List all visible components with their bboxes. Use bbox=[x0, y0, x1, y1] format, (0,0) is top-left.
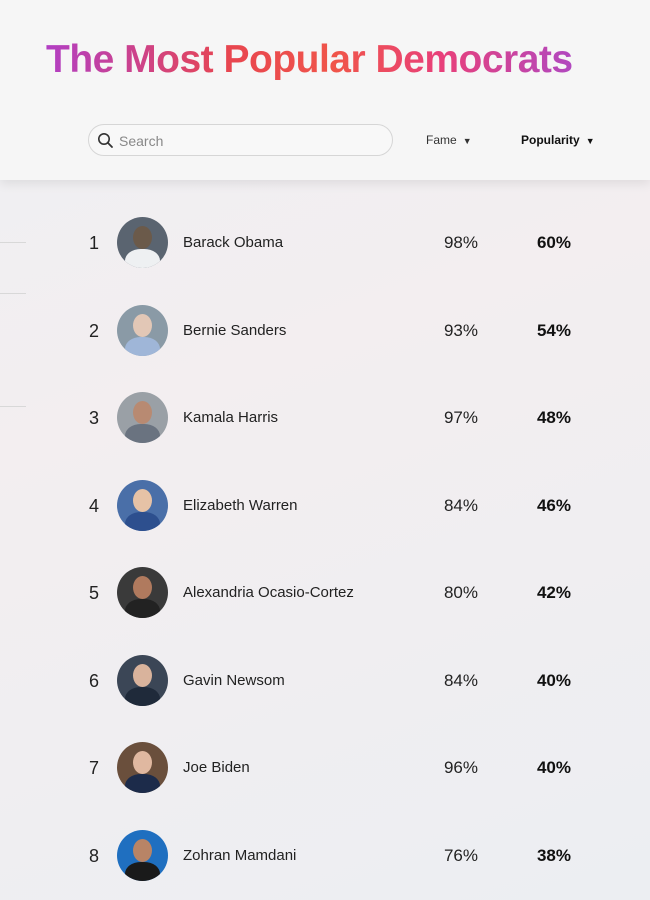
rank: 6 bbox=[88, 670, 99, 691]
fame-value: 84% bbox=[443, 670, 478, 690]
table-row[interactable]: 6 Gavin Newsom 84% 40% bbox=[0, 654, 650, 707]
page-title: The Most Popular Democrats bbox=[46, 38, 573, 81]
popularity-value: 40% bbox=[536, 758, 571, 777]
search-box[interactable] bbox=[88, 124, 393, 156]
avatar bbox=[117, 217, 168, 268]
table-row[interactable]: 1 Barack Obama 98% 60% bbox=[0, 217, 650, 269]
sort-popularity-dropdown[interactable]: Popularity ▼ bbox=[521, 133, 595, 147]
person-name[interactable]: Joe Biden bbox=[183, 759, 250, 776]
caret-down-icon: ▼ bbox=[462, 136, 472, 146]
rank: 3 bbox=[88, 408, 99, 428]
search-icon bbox=[98, 133, 113, 148]
rank: 5 bbox=[88, 583, 99, 603]
avatar bbox=[117, 742, 168, 793]
header: The Most Popular Democrats Fame ▼ Popular… bbox=[0, 0, 650, 180]
fame-value: 93% bbox=[443, 320, 478, 340]
fame-value: 76% bbox=[443, 845, 478, 865]
fame-value: 96% bbox=[443, 758, 478, 777]
person-name[interactable]: Bernie Sanders bbox=[183, 321, 287, 339]
table-row[interactable]: 7 Joe Biden 96% 40% bbox=[0, 742, 650, 794]
popularity-value: 40% bbox=[536, 670, 571, 690]
popularity-value: 46% bbox=[536, 495, 571, 515]
person-name[interactable]: Barack Obama bbox=[183, 234, 284, 251]
person-name[interactable]: Alexandria Ocasio-Cortez bbox=[183, 584, 354, 601]
search-input[interactable] bbox=[117, 130, 381, 152]
table-row[interactable]: 8 Zohran Mamdani 76% 38% bbox=[0, 829, 650, 882]
popularity-value: 60% bbox=[536, 233, 571, 252]
popularity-value: 54% bbox=[536, 320, 571, 340]
sort-fame-label: Fame bbox=[426, 133, 457, 147]
person-name[interactable]: Elizabeth Warren bbox=[183, 496, 298, 514]
avatar bbox=[117, 304, 168, 356]
popularity-value: 48% bbox=[536, 408, 571, 427]
fame-value: 80% bbox=[443, 583, 478, 602]
popularity-value: 38% bbox=[536, 845, 571, 865]
avatar bbox=[117, 654, 168, 706]
fame-value: 84% bbox=[443, 495, 478, 515]
sort-popularity-label: Popularity bbox=[521, 133, 580, 147]
caret-down-icon: ▼ bbox=[585, 136, 595, 146]
fame-value: 98% bbox=[443, 233, 478, 252]
rank: 1 bbox=[88, 233, 99, 253]
sort-fame-dropdown[interactable]: Fame ▼ bbox=[426, 133, 472, 147]
person-name[interactable]: Kamala Harris bbox=[183, 409, 279, 426]
divider bbox=[0, 406, 26, 407]
divider bbox=[0, 242, 26, 243]
fame-value: 97% bbox=[443, 408, 478, 427]
rank: 7 bbox=[88, 758, 99, 778]
divider bbox=[0, 293, 26, 294]
rank: 8 bbox=[88, 845, 99, 866]
avatar bbox=[117, 479, 168, 531]
person-name[interactable]: Zohran Mamdani bbox=[183, 846, 297, 864]
table-row[interactable]: 3 Kamala Harris 97% 48% bbox=[0, 392, 650, 444]
avatar bbox=[117, 567, 168, 618]
table-row[interactable]: 5 Alexandria Ocasio-Cortez 80% 42% bbox=[0, 567, 650, 619]
avatar bbox=[117, 392, 168, 443]
rank: 2 bbox=[88, 320, 99, 341]
table-row[interactable]: 2 Bernie Sanders 93% 54% bbox=[0, 304, 650, 357]
avatar bbox=[117, 829, 168, 881]
table-row[interactable]: 4 Elizabeth Warren 84% 46% bbox=[0, 479, 650, 532]
person-name[interactable]: Gavin Newsom bbox=[183, 671, 285, 689]
rank: 4 bbox=[88, 495, 99, 516]
popularity-value: 42% bbox=[536, 583, 571, 602]
